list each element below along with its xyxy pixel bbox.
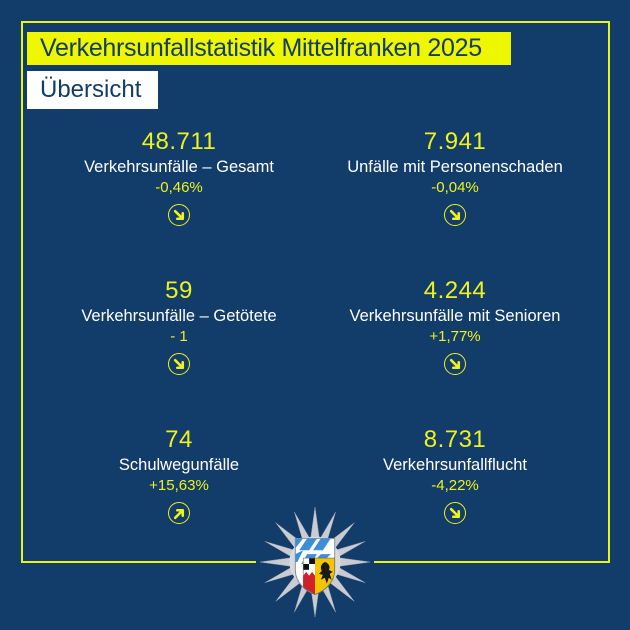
- arrow-down-right-icon: [168, 353, 190, 375]
- stat-value: 74: [165, 426, 193, 453]
- stat-label: Unfälle mit Personenschaden: [347, 158, 563, 176]
- stat-change: -0,46%: [155, 179, 203, 196]
- arrow-down-right-icon: [168, 204, 190, 226]
- stat-total-accidents: 48.711 Verkehrsunfälle – Gesamt -0,46%: [49, 128, 309, 226]
- stat-value: 48.711: [141, 128, 217, 155]
- stat-hit-and-run: 8.731 Verkehrsunfallflucht -4,22%: [325, 426, 585, 524]
- stat-label: Verkehrsunfälle mit Senioren: [349, 307, 561, 325]
- stat-label: Verkehrsunfälle – Gesamt: [84, 158, 274, 176]
- stat-personal-injury: 7.941 Unfälle mit Personenschaden -0,04%: [325, 128, 585, 226]
- arrow-down-right-icon: [444, 204, 466, 226]
- stat-change: +1,77%: [429, 328, 481, 345]
- stat-label: Verkehrsunfälle – Getötete: [81, 307, 277, 325]
- stat-fatalities: 59 Verkehrsunfälle – Getötete - 1: [49, 277, 309, 375]
- stat-value: 4.244: [423, 277, 487, 304]
- stat-value: 59: [165, 277, 193, 304]
- page-title: Verkehrsunfallstatistik Mittelfranken 20…: [27, 32, 511, 65]
- stat-seniors: 4.244 Verkehrsunfälle mit Senioren +1,77…: [325, 277, 585, 375]
- stat-label: Schulwegunfälle: [118, 456, 240, 474]
- stat-change: -0,04%: [431, 179, 479, 196]
- stat-value: 7.941: [423, 128, 487, 155]
- arrow-up-right-icon: [168, 502, 190, 524]
- section-subtitle: Übersicht: [27, 71, 158, 109]
- police-star-badge-icon: [256, 505, 374, 623]
- arrow-down-right-icon: [444, 502, 466, 524]
- arrow-down-right-icon: [444, 353, 466, 375]
- stat-value: 8.731: [423, 426, 487, 453]
- stat-school-route: 74 Schulwegunfälle +15,63%: [49, 426, 309, 524]
- stat-label: Verkehrsunfallflucht: [383, 456, 527, 474]
- stat-change: -4,22%: [431, 477, 479, 494]
- stat-change: - 1: [170, 328, 188, 345]
- stat-change: +15,63%: [149, 477, 209, 494]
